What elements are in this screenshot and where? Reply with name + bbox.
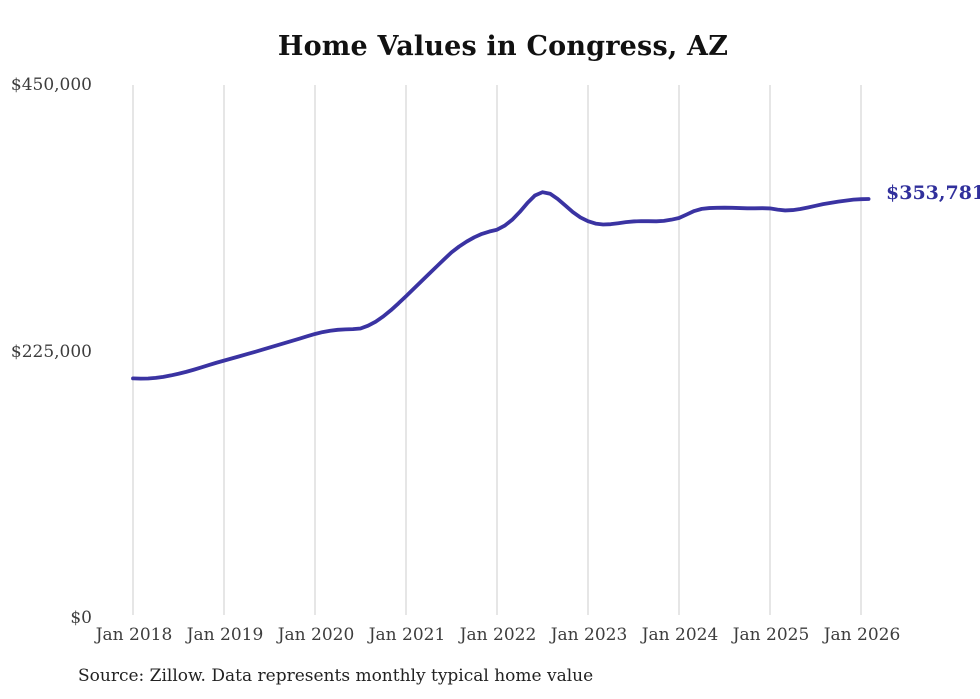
- source-note: Source: Zillow. Data represents monthly …: [78, 666, 594, 686]
- x-tick-label: Jan 2020: [277, 625, 355, 645]
- latest-value-label: $353,781: [886, 182, 980, 204]
- gridlines: [132, 85, 862, 615]
- x-tick-label: Jan 2023: [550, 625, 628, 645]
- x-tick-label: Jan 2025: [732, 625, 810, 645]
- home-value-line-series: [131, 190, 871, 381]
- x-tick-label: Jan 2024: [641, 625, 719, 645]
- chart-title: Home Values in Congress, AZ: [277, 31, 729, 62]
- y-tick-label: $225,000: [10, 341, 92, 362]
- x-tick-label: Jan 2026: [823, 625, 901, 645]
- x-tick-label: Jan 2022: [459, 625, 537, 645]
- x-tick-label: Jan 2019: [186, 625, 264, 645]
- y-tick-label: $450,000: [10, 75, 92, 95]
- y-tick-label: $0: [70, 608, 92, 628]
- x-tick-label: Jan 2021: [368, 625, 446, 645]
- x-tick-label: Jan 2018: [95, 625, 173, 645]
